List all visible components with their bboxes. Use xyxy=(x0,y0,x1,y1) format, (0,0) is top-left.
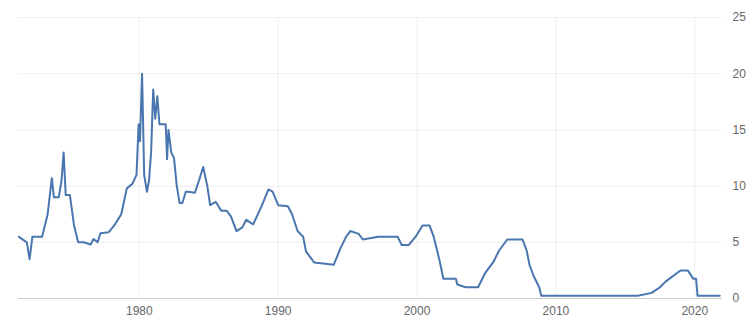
svg-text:20: 20 xyxy=(733,67,747,81)
svg-text:0: 0 xyxy=(733,291,740,305)
svg-text:15: 15 xyxy=(733,123,747,137)
svg-text:5: 5 xyxy=(733,235,740,249)
svg-text:2010: 2010 xyxy=(543,304,570,318)
svg-text:25: 25 xyxy=(733,10,747,24)
svg-text:2000: 2000 xyxy=(404,304,431,318)
svg-text:1980: 1980 xyxy=(126,304,153,318)
svg-text:10: 10 xyxy=(733,179,747,193)
svg-text:1990: 1990 xyxy=(265,304,292,318)
svg-text:2020: 2020 xyxy=(681,304,708,318)
